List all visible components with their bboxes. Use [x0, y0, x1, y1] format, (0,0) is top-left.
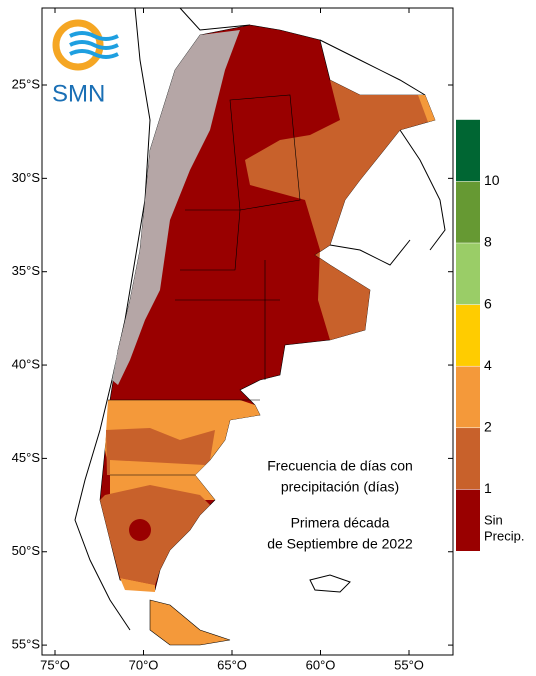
lat-label: 35°S	[12, 263, 41, 278]
legend-label: 2	[484, 419, 492, 435]
legend-swatch	[456, 120, 480, 182]
map-title: precipitación (días)	[281, 479, 399, 495]
legend-label: 4	[484, 357, 492, 373]
map-figure: SMN 25°S 30°S 35°S 40°S 45°S 50°S 55°S 75°O 70°O…	[0, 0, 536, 676]
legend-swatch	[456, 243, 480, 305]
legend-swatch	[456, 181, 480, 243]
legend-swatch	[456, 489, 480, 551]
lon-label: 70°O	[129, 657, 159, 672]
legend-label: 1	[484, 480, 492, 496]
legend-label: 6	[484, 295, 492, 311]
lat-label: 40°S	[12, 356, 41, 371]
legend-swatch	[456, 428, 480, 490]
map-subtitle: de Septiembre de 2022	[267, 536, 413, 552]
lon-label: 60°O	[306, 657, 336, 672]
legend-label: 8	[484, 234, 492, 250]
map-title: Frecuencia de días con	[267, 458, 413, 474]
legend-label: Precip.	[484, 528, 524, 543]
legend-label: Sin	[484, 512, 503, 527]
lon-label: 55°O	[394, 657, 424, 672]
lon-label: 75°O	[40, 657, 70, 672]
logo-text: SMN	[52, 80, 105, 107]
lat-label: 55°S	[12, 637, 41, 652]
lon-label: 65°O	[217, 657, 247, 672]
region-red	[129, 519, 151, 541]
legend-swatch	[456, 366, 480, 428]
legend-label: 10	[484, 172, 500, 188]
lat-label: 50°S	[12, 543, 41, 558]
lat-label: 25°S	[12, 76, 41, 91]
lat-label: 45°S	[12, 450, 41, 465]
lat-label: 30°S	[12, 170, 41, 185]
legend-swatch	[456, 305, 480, 367]
map-subtitle: Primera década	[291, 515, 390, 531]
